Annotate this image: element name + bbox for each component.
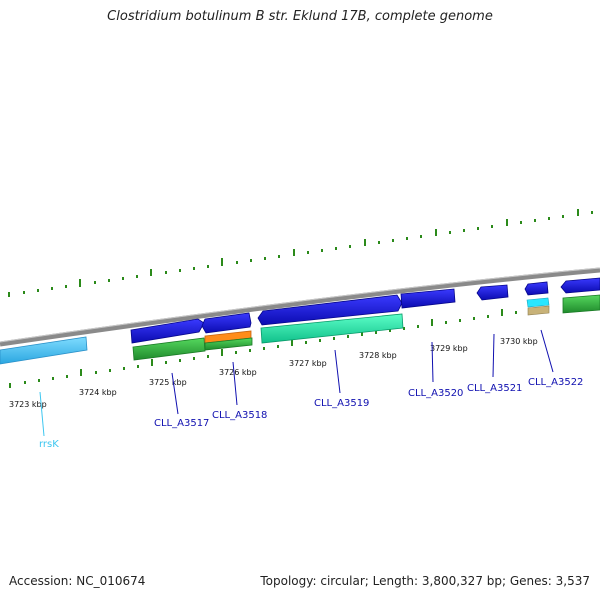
scale-label: 3728 kbp: [359, 351, 397, 360]
gene-label-CLL_A3517[interactable]: CLL_A3517: [154, 418, 209, 429]
outer-tick-ring: [8, 209, 593, 297]
gene-labels: rrsK CLL_A3517 CLL_A3518 CLL_A3519 CLL_A…: [39, 377, 583, 450]
scale-label: 3725 kbp: [149, 378, 187, 387]
cog-segment-green-3: [562, 294, 600, 314]
cds-arrow-CLL_A3522[interactable]: [524, 281, 549, 296]
cds-arrow-next[interactable]: [560, 277, 600, 294]
cog-segment-green-1: [132, 337, 206, 361]
accession-text: Accession: NC_010674: [9, 574, 146, 588]
cds-arrow-CLL_A3518[interactable]: [201, 312, 252, 334]
gene-label-rrsK[interactable]: rrsK: [39, 439, 59, 450]
cog-segment-cyan: [526, 297, 550, 308]
scale-label: 3726 kbp: [219, 368, 257, 377]
cog-segment-tan: [527, 305, 550, 316]
gene-label-CLL_A3518[interactable]: CLL_A3518: [212, 410, 267, 421]
scale-label: 3727 kbp: [289, 359, 327, 368]
gene-label-CLL_A3522[interactable]: CLL_A3522: [528, 377, 583, 388]
cog-segment-green-2: [204, 337, 253, 351]
genome-backbone: [0, 267, 600, 347]
cds-arrow-CLL_A3517[interactable]: [130, 318, 205, 344]
cog-category-track: [132, 294, 600, 361]
gene-label-CLL_A3521[interactable]: CLL_A3521: [467, 383, 522, 394]
cds-arrow-CLL_A3521[interactable]: [476, 284, 509, 301]
scale-label: 3724 kbp: [79, 388, 117, 397]
gene-label-CLL_A3520[interactable]: CLL_A3520: [408, 388, 463, 399]
cog-segment-teal: [260, 313, 404, 344]
scale-labels: 3723 kbp 3724 kbp 3725 kbp 3726 kbp 3727…: [9, 337, 538, 409]
gene-leader-lines: [39, 329, 554, 437]
map-title: Clostridium botulinum B str. Eklund 17B,…: [107, 9, 493, 24]
cds-arrow-CLL_A3519[interactable]: [257, 294, 403, 326]
cds-forward-track: [130, 277, 600, 344]
inner-tick-ring: [9, 309, 531, 388]
scale-label: 3729 kbp: [430, 344, 468, 353]
gene-label-CLL_A3519[interactable]: CLL_A3519: [314, 398, 369, 409]
scale-label: 3730 kbp: [500, 337, 538, 346]
cds-arrow-CLL_A3520[interactable]: [400, 288, 456, 309]
topology-text: Topology: circular; Length: 3,800,327 bp…: [260, 574, 590, 588]
rrna-feature-rrsK[interactable]: [0, 336, 88, 365]
scale-label: 3723 kbp: [9, 400, 47, 409]
